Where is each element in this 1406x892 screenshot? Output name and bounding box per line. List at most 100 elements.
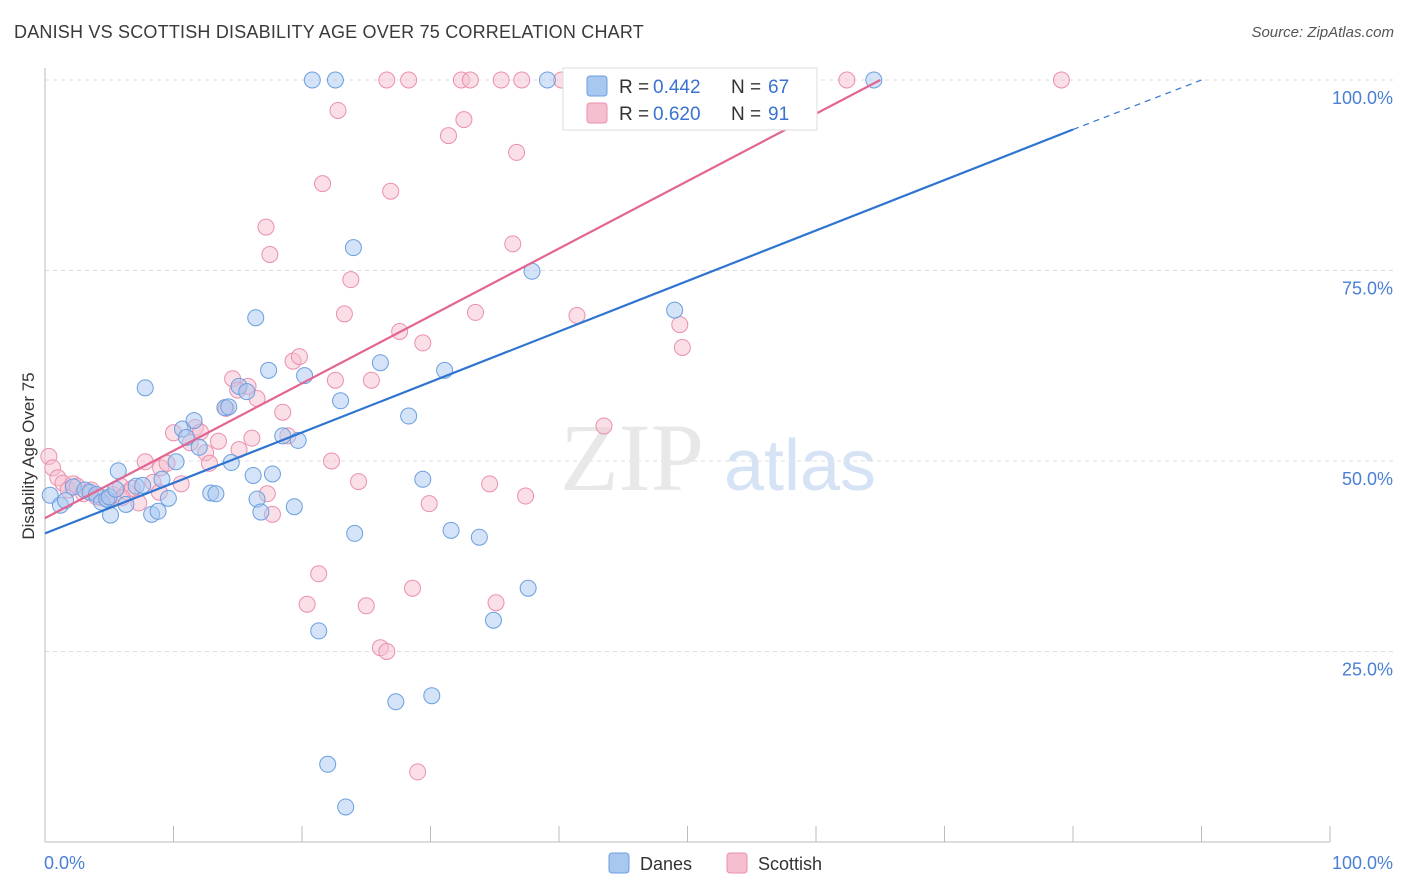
watermark-atlas: atlas bbox=[724, 426, 876, 506]
point-danes-61 bbox=[538, 71, 556, 89]
point-danes-0 bbox=[41, 486, 59, 504]
grid-lines bbox=[45, 79, 1395, 652]
stats-r-label-scottish: R = bbox=[619, 104, 649, 125]
point-danes-50 bbox=[414, 470, 432, 488]
point-danes-18 bbox=[149, 502, 167, 520]
stats-legend: R = 0.442 N = 67 R = 0.620 N = 91 bbox=[562, 67, 818, 131]
point-scottish-72 bbox=[329, 101, 347, 119]
point-danes-53 bbox=[442, 521, 460, 539]
point-danes-64 bbox=[865, 71, 883, 89]
point-scottish-32 bbox=[243, 429, 261, 447]
point-scottish-36 bbox=[274, 403, 292, 421]
point-scottish-56 bbox=[409, 763, 427, 781]
trend-line-danes-extension bbox=[1072, 79, 1202, 131]
point-scottish-60 bbox=[455, 111, 473, 129]
point-scottish-46 bbox=[335, 305, 353, 323]
point-scottish-64 bbox=[504, 235, 522, 253]
stats-r-label-danes: R = bbox=[619, 77, 649, 98]
point-danes-60 bbox=[326, 71, 344, 89]
trend-line-danes bbox=[44, 128, 1074, 535]
x-tick-label-max: 100.0% bbox=[1332, 853, 1393, 873]
point-scottish-78 bbox=[513, 71, 531, 89]
point-danes-27 bbox=[207, 485, 225, 503]
point-scottish-74 bbox=[400, 71, 418, 89]
point-danes-34 bbox=[252, 503, 270, 521]
point-danes-54 bbox=[470, 528, 488, 546]
point-danes-38 bbox=[285, 498, 303, 516]
point-scottish-76 bbox=[461, 71, 479, 89]
point-danes-46 bbox=[346, 524, 364, 542]
stats-n-label-scottish: N = bbox=[731, 104, 761, 125]
stats-swatch-scottish bbox=[586, 102, 608, 124]
stats-r-value-scottish: 0.620 bbox=[653, 104, 701, 125]
point-danes-58 bbox=[666, 301, 684, 319]
point-danes-49 bbox=[400, 407, 418, 425]
watermark-zip: ZIP bbox=[560, 404, 704, 511]
point-scottish-53 bbox=[382, 182, 400, 200]
point-danes-65 bbox=[220, 398, 238, 416]
point-danes-48 bbox=[387, 693, 405, 711]
y-axis-label: Disability Age Over 75 bbox=[19, 372, 38, 539]
point-scottish-48 bbox=[350, 473, 368, 491]
series-danes-points bbox=[41, 71, 883, 816]
zipatlas-watermark: ZIP atlas bbox=[560, 404, 876, 511]
point-scottish-55 bbox=[404, 579, 422, 597]
y-tick-label-0: 25.0% bbox=[1342, 660, 1393, 680]
stats-r-value-danes: 0.442 bbox=[653, 77, 701, 98]
point-scottish-59 bbox=[439, 127, 457, 145]
stats-n-value-danes: 67 bbox=[768, 77, 789, 98]
point-danes-32 bbox=[244, 466, 262, 484]
x-tick-label-min: 0.0% bbox=[44, 853, 85, 873]
point-scottish-44 bbox=[323, 452, 341, 470]
point-danes-35 bbox=[260, 361, 278, 379]
point-scottish-40 bbox=[261, 245, 279, 263]
point-danes-25 bbox=[190, 438, 208, 456]
trend-line-scottish bbox=[44, 79, 881, 520]
point-danes-55 bbox=[484, 611, 502, 629]
point-scottish-71 bbox=[314, 175, 332, 193]
point-scottish-85 bbox=[838, 71, 856, 89]
point-scottish-69 bbox=[671, 316, 689, 334]
point-scottish-52 bbox=[378, 643, 396, 660]
point-scottish-77 bbox=[492, 71, 510, 89]
chart-title: DANISH VS SCOTTISH DISABILITY AGE OVER 7… bbox=[14, 22, 644, 42]
point-scottish-58 bbox=[420, 495, 438, 513]
y-tick-label-1: 50.0% bbox=[1342, 469, 1393, 489]
point-danes-16 bbox=[136, 379, 154, 397]
point-danes-21 bbox=[167, 453, 185, 471]
point-scottish-86 bbox=[1052, 71, 1070, 89]
point-danes-51 bbox=[423, 687, 441, 705]
point-danes-31 bbox=[238, 383, 256, 401]
point-danes-45 bbox=[344, 239, 362, 257]
stats-n-label-danes: N = bbox=[731, 77, 761, 98]
point-danes-39 bbox=[247, 309, 265, 327]
point-scottish-57 bbox=[414, 334, 432, 352]
point-scottish-68 bbox=[595, 417, 613, 435]
point-scottish-63 bbox=[487, 594, 505, 612]
point-scottish-62 bbox=[481, 475, 499, 493]
y-tick-label-2: 75.0% bbox=[1342, 279, 1393, 299]
point-danes-56 bbox=[519, 579, 537, 597]
point-scottish-70 bbox=[673, 338, 691, 356]
point-scottish-42 bbox=[298, 595, 316, 613]
point-danes-24 bbox=[185, 412, 203, 430]
point-scottish-61 bbox=[466, 303, 484, 321]
point-danes-44 bbox=[337, 798, 355, 816]
point-scottish-43 bbox=[310, 565, 328, 583]
point-danes-15 bbox=[134, 476, 152, 494]
point-scottish-45 bbox=[326, 371, 344, 389]
legend-swatch-scottish bbox=[726, 852, 748, 874]
legend-swatch-danes bbox=[608, 852, 630, 874]
point-scottish-49 bbox=[357, 597, 375, 615]
trend-lines bbox=[44, 79, 1202, 535]
point-scottish-66 bbox=[517, 487, 535, 505]
point-danes-42 bbox=[310, 622, 328, 640]
point-danes-43 bbox=[319, 755, 337, 773]
stats-swatch-danes bbox=[586, 75, 608, 97]
point-danes-59 bbox=[303, 71, 321, 89]
point-scottish-50 bbox=[362, 371, 380, 389]
y-tick-label-3: 100.0% bbox=[1332, 88, 1393, 108]
source-credit: Source: ZipAtlas.com bbox=[1251, 24, 1394, 41]
point-danes-20 bbox=[159, 489, 177, 507]
